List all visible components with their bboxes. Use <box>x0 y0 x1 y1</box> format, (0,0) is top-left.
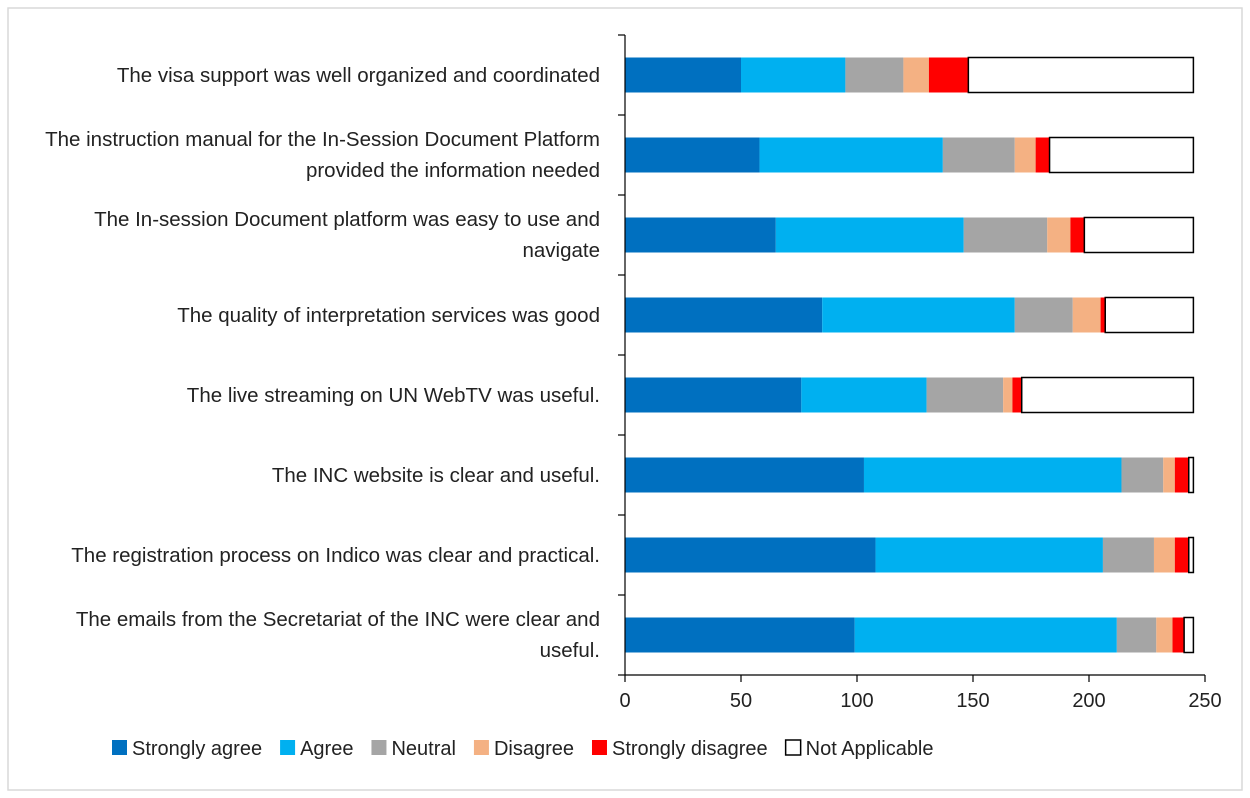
legend-label: Strongly disagree <box>612 738 768 760</box>
bar-segment <box>928 57 969 93</box>
y-tick-label: The registration process on Indico was c… <box>71 543 600 567</box>
bar-segment <box>1174 457 1189 493</box>
bar-segment <box>1070 217 1085 253</box>
legend-swatch <box>112 740 127 755</box>
y-tick-label: The In-session Document platform was eas… <box>94 208 600 262</box>
bar-segment <box>1083 216 1195 254</box>
bar-segment <box>1100 297 1106 333</box>
legend-swatch <box>784 739 802 756</box>
bar-segment <box>1012 377 1022 413</box>
bar-segment <box>1163 457 1175 493</box>
x-tick-label: 100 <box>840 690 873 712</box>
bar-segment <box>903 57 929 93</box>
bar-segment <box>1174 537 1189 573</box>
bar-segment <box>625 617 855 653</box>
legend-label: Disagree <box>494 738 574 760</box>
bar-segment <box>1020 376 1195 414</box>
bar-segment <box>1188 456 1195 494</box>
y-tick-label: The live streaming on UN WebTV was usefu… <box>186 383 600 407</box>
bar-segment <box>625 297 823 333</box>
bar-segment <box>801 377 927 413</box>
bar-segment <box>625 537 876 573</box>
bar-segment <box>863 457 1122 493</box>
bar-segment <box>1102 537 1154 573</box>
legend-label: Strongly agree <box>132 738 262 760</box>
bar-segment <box>741 57 846 93</box>
chart-border <box>7 7 1243 791</box>
x-tick-label: 0 <box>619 690 630 712</box>
bar-segment <box>625 457 864 493</box>
y-tick-label: The quality of interpretation services w… <box>177 303 600 327</box>
bar-segment <box>854 617 1117 653</box>
bar-segment <box>1104 296 1195 334</box>
x-tick-label: 150 <box>956 690 989 712</box>
bar-segment <box>963 217 1048 253</box>
y-tick-label: The instruction manual for the In-Sessio… <box>45 128 600 182</box>
bar-segment <box>1183 616 1195 654</box>
bar-segment <box>1014 137 1036 173</box>
bar-segment <box>967 56 1195 94</box>
bar-segment <box>926 377 1004 413</box>
bar-segment <box>625 57 741 93</box>
y-tick-label: The visa support was well organized and … <box>116 63 600 87</box>
bar-segment <box>942 137 1015 173</box>
bar-segment <box>1121 457 1164 493</box>
legend-swatch <box>280 740 296 755</box>
bar-segment <box>625 217 776 253</box>
bar-segment <box>1003 377 1013 413</box>
legend-swatch <box>473 740 489 755</box>
legend-label: Agree <box>300 738 353 760</box>
bar-segment <box>875 537 1103 573</box>
bar-segment <box>1188 536 1195 574</box>
bar-segment <box>1047 217 1071 253</box>
bar-segment <box>775 217 964 253</box>
legend-swatch <box>371 740 387 755</box>
bar-segment <box>822 297 1015 333</box>
x-tick-label: 250 <box>1188 690 1221 712</box>
bar-segment <box>1153 537 1175 573</box>
bar-segment <box>1116 617 1157 653</box>
legend-swatch <box>591 740 607 755</box>
bar-segment <box>625 137 760 173</box>
legend-label: Neutral <box>391 738 455 760</box>
legend-label: Not Applicable <box>806 738 934 760</box>
bar-segment <box>1048 136 1195 174</box>
bar-segment <box>625 377 802 413</box>
bar-segment <box>1014 297 1073 333</box>
bar-segment <box>1035 137 1050 173</box>
y-tick-label: The INC website is clear and useful. <box>271 463 600 487</box>
bar-segment <box>1172 617 1185 653</box>
bar-segment <box>759 137 943 173</box>
y-tick-label: The emails from the Secretariat of the I… <box>75 608 600 662</box>
bar-segment <box>1072 297 1101 333</box>
x-tick-label: 50 <box>730 690 752 712</box>
x-tick-label: 200 <box>1072 690 1105 712</box>
bar-segment <box>1156 617 1173 653</box>
bar-segment <box>845 57 904 93</box>
